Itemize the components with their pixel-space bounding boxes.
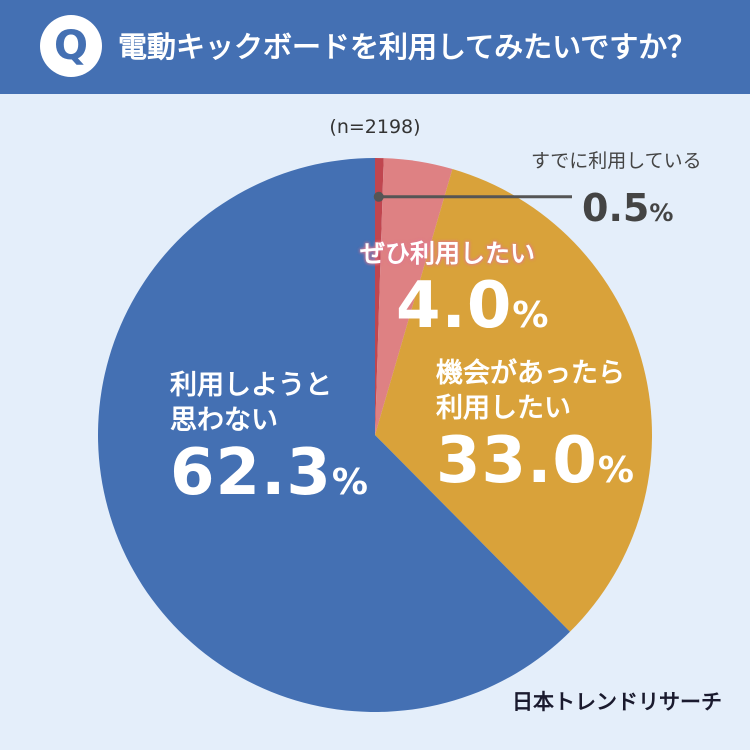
question-header: Q 電動キックボードを利用してみたいですか？ xyxy=(0,0,750,94)
source-logo: 日本トレンドリサーチ xyxy=(512,690,722,714)
label-not-use-value: 62.3 xyxy=(170,436,332,510)
label-want-value: 4.0 xyxy=(396,269,513,343)
sample-size: (n=2198) xyxy=(329,116,421,138)
pct-sign: % xyxy=(331,462,368,503)
label-using-name: すでに利用している xyxy=(531,150,702,172)
pie-slice-2 xyxy=(375,169,652,632)
label-chance-value: 33.0 xyxy=(436,424,598,498)
label-chance-line1: 機会があったら xyxy=(436,358,625,389)
label-want-name: ぜひ利用したい xyxy=(360,239,536,268)
q-badge-icon: Q xyxy=(40,15,102,77)
leader-dot xyxy=(373,191,384,202)
label-using: 0.5% xyxy=(582,186,673,230)
question-title: 電動キックボードを利用してみたいですか？ xyxy=(118,30,697,64)
label-chance: 機会があったら 利用したい 33.0% xyxy=(436,356,634,496)
label-using-value: 0.5 xyxy=(582,186,650,230)
label-not-use-line1: 利用しようと xyxy=(170,370,332,401)
pct-sign: % xyxy=(597,450,634,491)
pie-slice-1 xyxy=(375,158,453,435)
label-want: ぜひ利用したい 4.0% xyxy=(360,236,548,341)
pct-sign: % xyxy=(512,295,549,336)
label-not-use-line2: 思わない xyxy=(170,405,278,436)
label-not-use: 利用しようと 思わない 62.3% xyxy=(170,368,368,508)
label-chance-line2: 利用したい xyxy=(436,393,571,424)
pie-slice-3 xyxy=(97,158,570,712)
pie-slice-0 xyxy=(375,158,384,435)
pct-sign: % xyxy=(649,199,674,227)
